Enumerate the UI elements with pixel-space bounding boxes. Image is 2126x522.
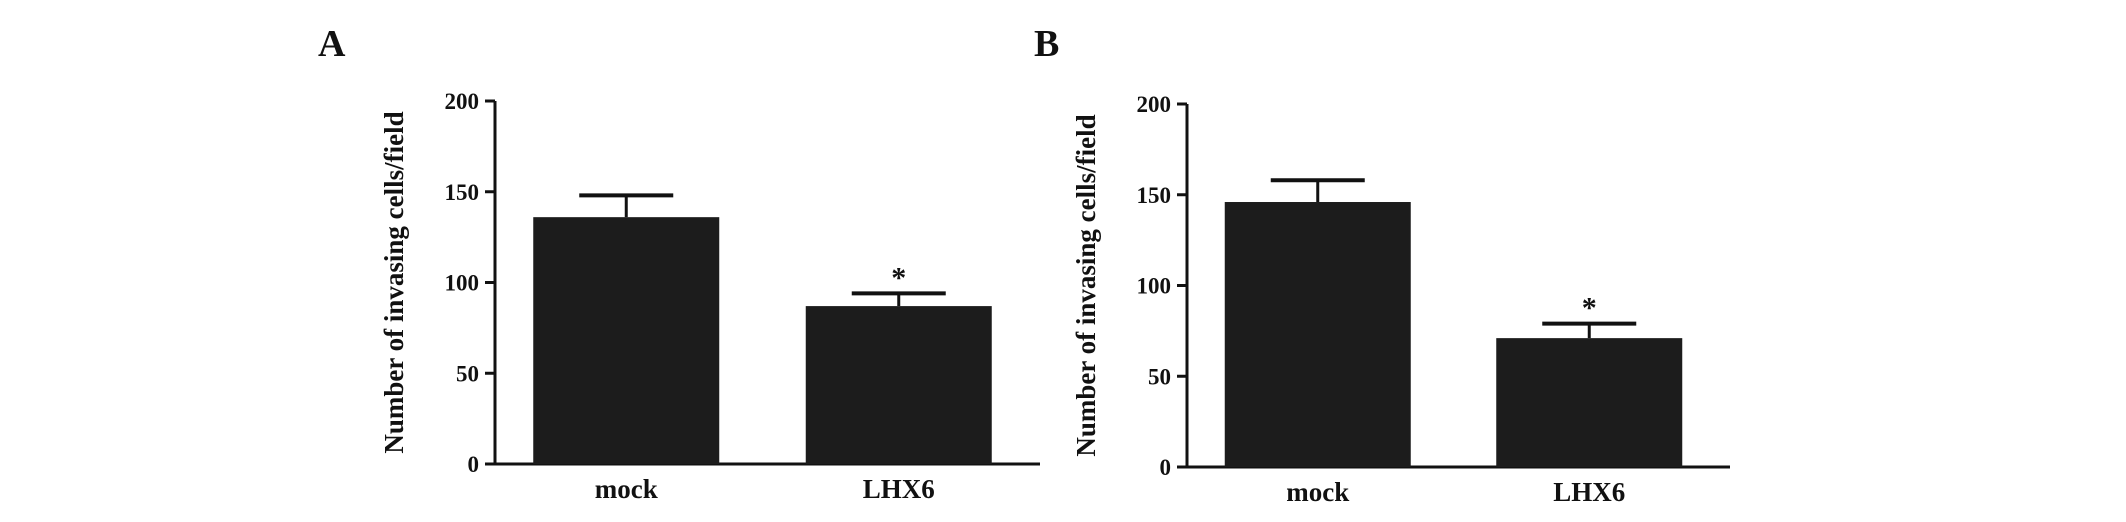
y-tick-label: 150 [1137,183,1172,208]
significance-marker: * [891,261,906,294]
panel-label: A [318,23,346,65]
x-tick-label: mock [1286,477,1349,507]
y-tick-label: 50 [456,361,479,386]
y-tick-label: 0 [1160,455,1172,480]
y-tick-label: 200 [445,89,480,114]
y-tick-label: 0 [468,452,480,477]
bar [805,306,992,464]
panel-label: B [1034,23,1060,65]
x-tick-label: mock [595,474,658,504]
significance-marker: * [1582,292,1597,325]
x-tick-label: LHX6 [1553,477,1625,507]
y-axis-label: Number of invasing cells/field [379,111,409,453]
bar-chart: Number of invasing cells/field 0 50 100 150 2… [1071,92,1730,507]
bar [1496,338,1683,467]
bar [1224,202,1411,467]
bar-chart: Number of invasing cells/field 0 50 100 150 2… [379,89,1040,504]
bar [533,217,720,464]
y-tick-label: 200 [1137,92,1172,117]
y-tick-label: 100 [445,271,480,296]
chart-panel-a: A Number of invasing cells/field 0 50 100 15… [300,0,1060,522]
y-tick-label: 150 [445,180,480,205]
y-tick-label: 100 [1137,274,1172,299]
chart-panel-b: B Number of invasing cells/field 0 50 100 15… [1010,0,1770,522]
y-axis-label: Number of invasing cells/field [1071,114,1101,456]
y-tick-label: 50 [1148,364,1171,389]
x-tick-label: LHX6 [863,474,935,504]
